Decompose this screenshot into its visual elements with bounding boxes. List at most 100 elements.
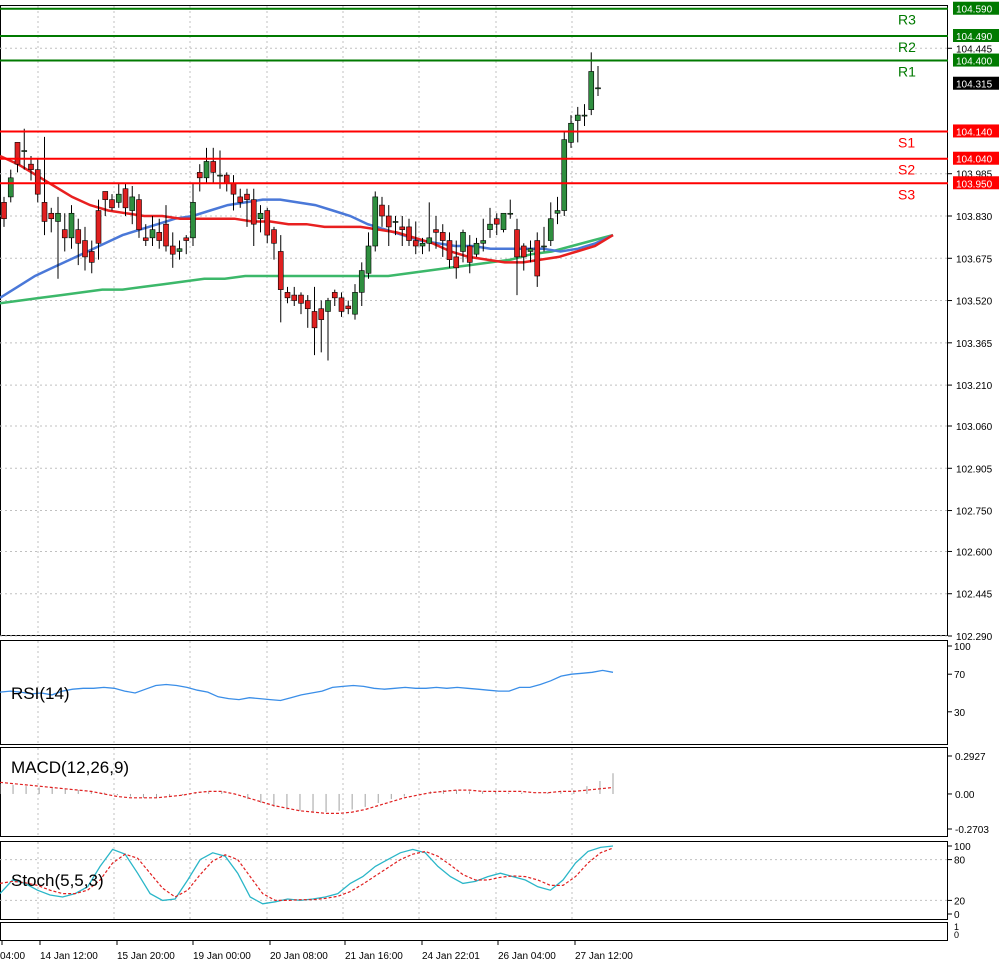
stoch-indicator-label: Stoch(5,5,3)	[11, 871, 104, 890]
time-axis: 04:00 14 Jan 12:00 15 Jan 20:00 19 Jan 00:0…	[0, 941, 633, 962]
level-price-tag-bg	[953, 29, 999, 42]
empty-indicator-panel: 10	[0, 922, 959, 941]
candle	[561, 131, 568, 216]
price-tick-label: 102.905	[956, 464, 993, 475]
candle-body	[190, 202, 196, 239]
level-label-r3: R3	[898, 12, 916, 28]
candle	[493, 213, 500, 236]
rsi-panel[interactable]: 100 70 30 RSI(14)	[0, 640, 971, 746]
price-tick-label: 102.600	[956, 547, 993, 558]
stoch-series	[0, 845, 614, 905]
stoch-tick-label: 20	[954, 896, 966, 907]
candle	[88, 240, 95, 274]
level-price-tag: 104.490	[956, 32, 993, 43]
candle	[95, 199, 102, 260]
candle	[122, 183, 129, 216]
level-price-tags: 104.590 104.490 104.400 104.140 104.040 103.9…	[953, 1, 999, 190]
price-panel[interactable]: R3 R2 R1 S1 S2 S3 104.445 103.985 103.830 103.67…	[0, 1, 999, 643]
candle-body	[574, 114, 581, 121]
candle	[68, 205, 75, 249]
candle	[466, 235, 473, 274]
candle-body	[460, 232, 466, 252]
candle-body	[109, 199, 115, 209]
candle	[595, 66, 601, 96]
candle-body	[595, 87, 601, 90]
macd-tick-label: -0.2703	[955, 825, 989, 836]
candle-body	[223, 174, 230, 184]
rsi-grid	[37, 641, 573, 745]
candle	[554, 196, 561, 225]
candle-body	[196, 172, 203, 179]
price-tick-label: 103.365	[956, 339, 993, 350]
candle	[547, 202, 554, 246]
candle	[28, 156, 34, 181]
candle	[392, 216, 399, 236]
candle-body	[345, 305, 352, 310]
candle	[581, 104, 588, 126]
ma-red-line	[0, 154, 614, 264]
candle-body	[34, 169, 41, 195]
candle	[385, 205, 392, 246]
time-tick-label: 26 Jan 04:00	[498, 951, 556, 962]
stoch-panel-frame	[0, 841, 948, 920]
candle	[196, 164, 203, 192]
candle	[210, 147, 217, 184]
candle	[352, 284, 358, 320]
rsi-tick-label: 100	[954, 642, 971, 653]
candle-body	[7, 177, 14, 198]
level-price-tag: 104.400	[956, 57, 993, 68]
macd-series	[0, 773, 614, 815]
stoch-tick-label: 100	[954, 842, 971, 853]
candle-body	[48, 212, 55, 220]
candle-body	[163, 223, 169, 247]
candle-body	[581, 114, 588, 117]
candle	[379, 196, 385, 227]
candle-body	[284, 292, 291, 299]
candle	[102, 191, 109, 216]
candle-body	[277, 251, 284, 290]
candle	[183, 235, 190, 255]
candle	[21, 128, 28, 170]
candle-body	[318, 308, 325, 320]
candle-body	[493, 218, 500, 225]
macd-tick-label: 0.00	[955, 790, 975, 801]
rsi-tick-label: 70	[954, 670, 966, 681]
candle	[365, 232, 372, 279]
candle	[264, 207, 271, 244]
candle-body	[142, 237, 149, 241]
candle-body	[527, 248, 534, 252]
candle	[277, 235, 284, 323]
candle	[244, 188, 250, 227]
candle	[446, 232, 453, 268]
candlesticks	[1, 52, 601, 361]
candle-body	[338, 297, 345, 312]
candle	[75, 218, 82, 266]
candle	[399, 216, 406, 246]
candle-body	[392, 221, 399, 223]
time-tick-label: 20 Jan 08:00	[270, 951, 328, 962]
candle	[7, 169, 14, 203]
stoch-panel[interactable]: 100 80 20 0 Stoch(5,5,3)	[0, 841, 971, 922]
candle-body	[446, 240, 453, 260]
candle-body	[55, 212, 61, 222]
candle-body	[14, 142, 21, 165]
price-tick-label: 102.750	[956, 507, 993, 518]
price-tick-label: 103.985	[956, 170, 993, 181]
candle-body	[250, 199, 257, 225]
candle-body	[520, 245, 527, 258]
candle	[500, 212, 507, 233]
macd-panel[interactable]: 0.2927 0.00 -0.2703 MACD(12,26,9)	[0, 747, 989, 838]
empty-panel-tick-label: 0	[954, 930, 959, 940]
candle-body	[500, 212, 507, 230]
candle-body	[264, 210, 271, 236]
support-resistance-levels: R3 R2 R1 S1 S2 S3	[0, 7, 948, 202]
level-price-tag: 103.950	[956, 179, 993, 190]
candle	[14, 142, 21, 173]
candle	[34, 158, 41, 203]
candle	[588, 52, 595, 116]
candle-body	[379, 204, 385, 217]
candle-body	[115, 193, 122, 203]
candle-body	[358, 270, 365, 293]
candle	[311, 286, 318, 356]
